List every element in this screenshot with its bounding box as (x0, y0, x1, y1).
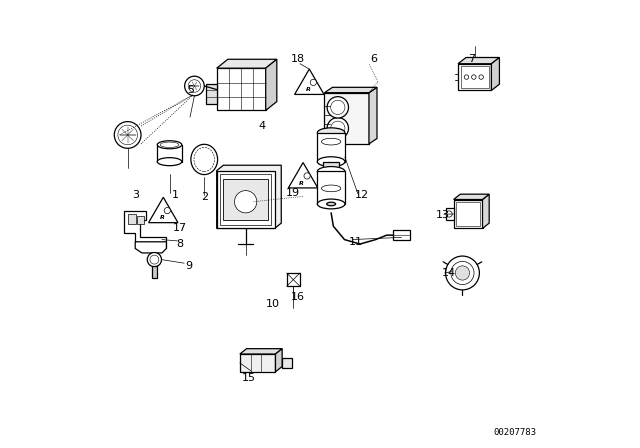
Bar (220, 174, 271, 225)
Bar (461, 66, 489, 88)
Text: 12: 12 (355, 190, 369, 200)
Circle shape (327, 117, 349, 139)
Text: 15: 15 (242, 373, 256, 383)
Ellipse shape (321, 138, 340, 145)
Polygon shape (205, 84, 217, 104)
Polygon shape (148, 197, 178, 223)
Polygon shape (240, 349, 282, 354)
Polygon shape (294, 69, 324, 95)
Ellipse shape (321, 185, 340, 192)
Circle shape (331, 121, 345, 135)
Circle shape (147, 253, 161, 267)
Bar (323, 162, 339, 172)
Polygon shape (275, 349, 282, 372)
Circle shape (479, 75, 483, 79)
Text: 16: 16 (291, 293, 305, 302)
Bar (394, 230, 410, 240)
Circle shape (310, 79, 316, 86)
Polygon shape (135, 242, 166, 253)
Text: R: R (300, 181, 304, 185)
Bar (456, 202, 480, 226)
Bar (324, 93, 369, 144)
Bar (127, 214, 136, 224)
Text: 17: 17 (173, 224, 187, 233)
Polygon shape (266, 59, 277, 111)
Ellipse shape (317, 199, 345, 209)
Text: 6: 6 (370, 54, 377, 64)
Circle shape (464, 75, 468, 79)
Polygon shape (217, 59, 277, 68)
Bar (445, 208, 454, 220)
Bar (317, 172, 345, 204)
Bar (458, 64, 492, 90)
Text: 9: 9 (185, 261, 192, 271)
Text: 18: 18 (291, 54, 305, 64)
Bar (138, 216, 144, 224)
Polygon shape (492, 57, 499, 90)
Text: R: R (159, 215, 164, 220)
Polygon shape (369, 87, 377, 144)
Text: 7: 7 (468, 54, 475, 64)
Circle shape (234, 190, 257, 213)
Ellipse shape (194, 147, 214, 172)
Text: 5: 5 (188, 86, 195, 95)
Ellipse shape (157, 141, 182, 149)
Text: 13: 13 (435, 210, 449, 220)
Bar (240, 354, 275, 372)
Ellipse shape (326, 202, 335, 206)
Bar (217, 68, 266, 111)
Polygon shape (124, 211, 166, 249)
Circle shape (150, 255, 159, 264)
Polygon shape (324, 87, 377, 93)
Bar (454, 199, 483, 228)
Bar (287, 273, 300, 286)
Text: 10: 10 (266, 299, 280, 309)
Ellipse shape (317, 157, 345, 167)
Circle shape (164, 207, 170, 214)
Text: 2: 2 (201, 192, 208, 202)
Polygon shape (289, 163, 318, 188)
Text: 11: 11 (349, 237, 363, 247)
Text: R: R (305, 87, 310, 92)
Polygon shape (454, 194, 489, 199)
Circle shape (115, 121, 141, 148)
Text: 3: 3 (132, 190, 139, 200)
Text: 4: 4 (259, 121, 266, 131)
Text: 8: 8 (176, 239, 183, 249)
Polygon shape (483, 194, 489, 228)
Circle shape (118, 125, 138, 145)
Circle shape (472, 75, 476, 79)
Ellipse shape (317, 128, 345, 138)
Circle shape (331, 100, 345, 115)
Bar (223, 180, 268, 220)
Bar (317, 133, 345, 162)
Circle shape (451, 261, 474, 284)
Circle shape (445, 256, 479, 290)
Text: 1: 1 (172, 190, 179, 200)
Ellipse shape (157, 158, 182, 166)
Circle shape (185, 76, 204, 96)
Ellipse shape (191, 144, 218, 175)
Ellipse shape (317, 167, 345, 177)
Circle shape (304, 173, 310, 179)
Text: 19: 19 (286, 188, 300, 198)
Text: 00207783: 00207783 (493, 428, 536, 437)
Circle shape (455, 266, 470, 280)
Text: 14: 14 (442, 268, 456, 278)
Ellipse shape (160, 142, 179, 147)
Bar (217, 171, 275, 228)
Circle shape (446, 211, 452, 217)
Circle shape (188, 80, 201, 92)
Polygon shape (458, 57, 499, 64)
Polygon shape (217, 165, 281, 228)
Circle shape (327, 97, 349, 118)
Bar (282, 358, 292, 368)
Bar (152, 266, 157, 278)
